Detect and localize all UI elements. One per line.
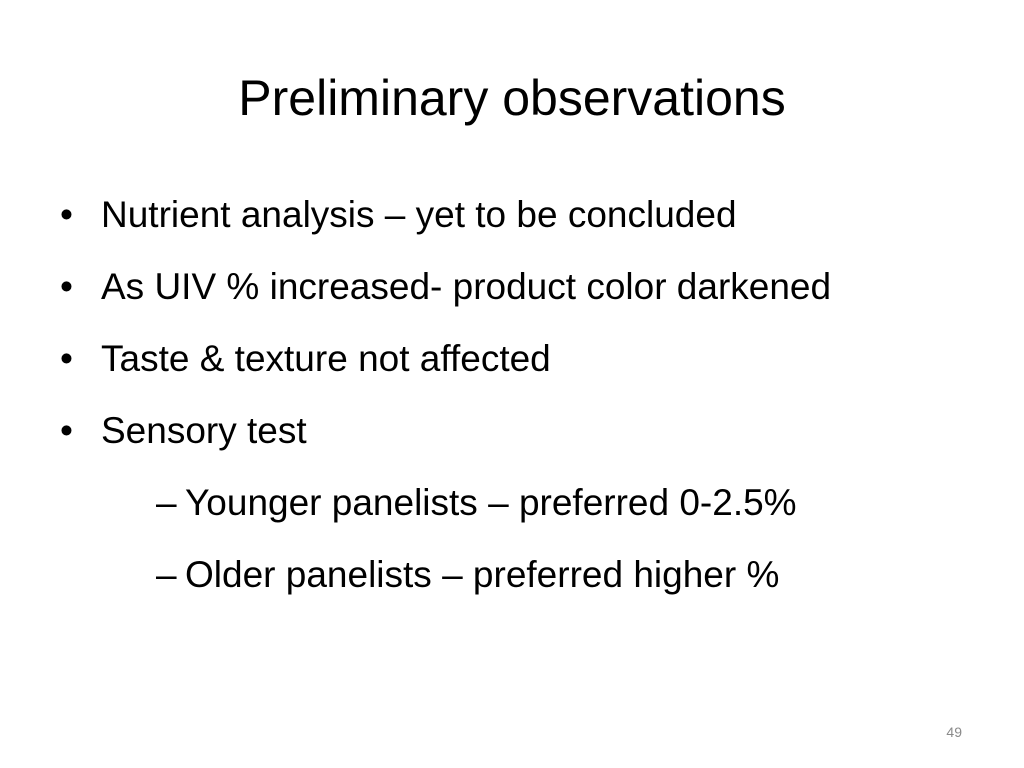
bullet-text: Taste & texture not affected	[101, 338, 551, 379]
bullet-list: • Nutrient analysis – yet to be conclude…	[60, 188, 960, 620]
sub-bullet-text: Younger panelists – preferred 0-2.5%	[185, 482, 797, 523]
sub-bullet-list: – Younger panelists – preferred 0-2.5% –…	[101, 476, 960, 602]
dash-icon: –	[156, 482, 177, 523]
bullet-text: As UIV % increased- product color darken…	[101, 266, 832, 307]
bullet-item: • Sensory test – Younger panelists – pre…	[60, 404, 960, 602]
sub-bullet-item: – Older panelists – preferred higher %	[101, 548, 960, 602]
bullet-text: Nutrient analysis – yet to be concluded	[101, 194, 737, 235]
bullet-dot-icon: •	[60, 194, 73, 235]
bullet-item: • As UIV % increased- product color dark…	[60, 260, 960, 314]
slide-title: Preliminary observations	[238, 70, 786, 126]
bullet-item: • Taste & texture not affected	[60, 332, 960, 386]
sub-bullet-text: Older panelists – preferred higher %	[185, 554, 780, 595]
bullet-dot-icon: •	[60, 410, 73, 451]
bullet-item: • Nutrient analysis – yet to be conclude…	[60, 188, 960, 242]
sub-bullet-item: – Younger panelists – preferred 0-2.5%	[101, 476, 960, 530]
dash-icon: –	[156, 554, 177, 595]
bullet-dot-icon: •	[60, 266, 73, 307]
page-number: 49	[946, 724, 962, 740]
bullet-text: Sensory test	[101, 410, 307, 451]
bullet-dot-icon: •	[60, 338, 73, 379]
